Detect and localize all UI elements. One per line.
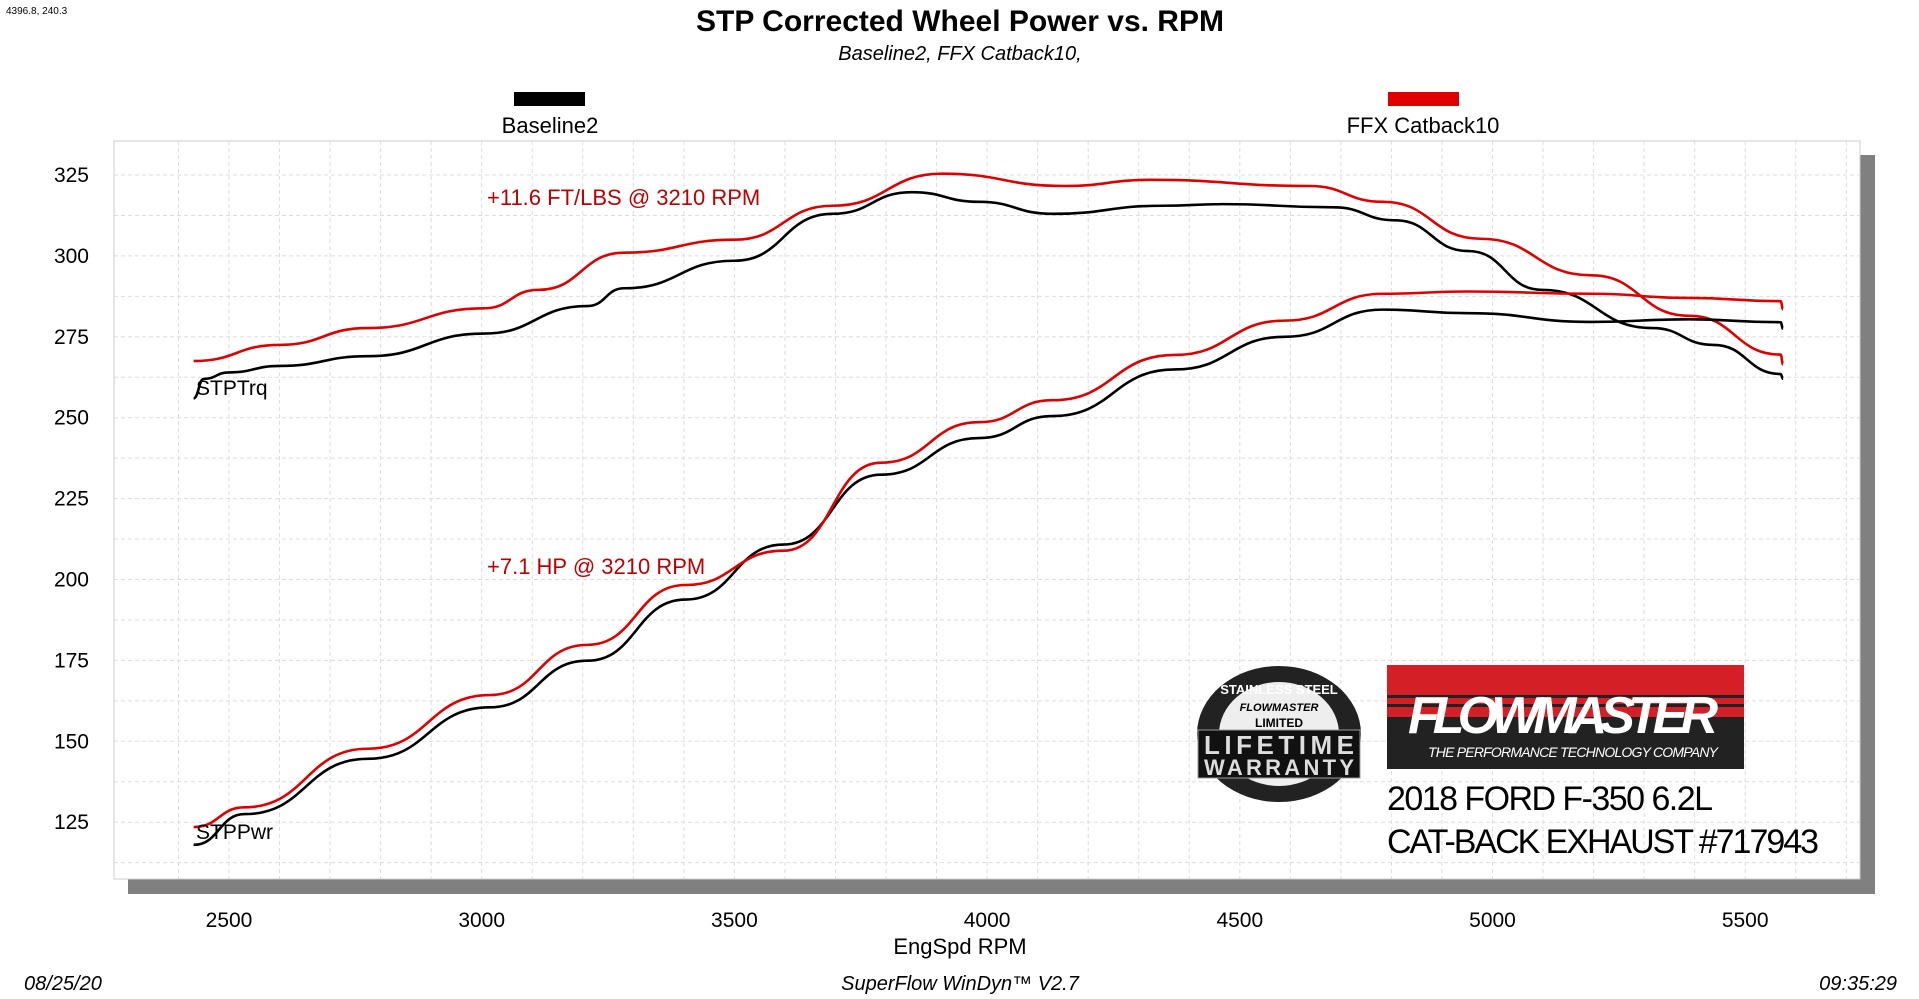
legend-label-baseline2: Baseline2 [502, 113, 599, 138]
x-tick-label: 5500 [1722, 909, 1769, 932]
legend-label-ffx: FFX Catback10 [1347, 113, 1500, 138]
x-tick-label: 2500 [206, 909, 253, 932]
x-tick-label: 4000 [964, 909, 1011, 932]
lifetime-warranty-badge: STAINLESS STEEL FLOWMASTER LIMITED LIFET… [1197, 666, 1361, 802]
x-tick-label: 3500 [711, 909, 758, 932]
chart-title: STP Corrected Wheel Power vs. RPM [696, 5, 1224, 38]
product-label: CAT-BACK EXHAUST #717943 [1387, 823, 1819, 861]
y-tick-label: 150 [54, 730, 89, 753]
svg-text:FLOWMASTER: FLOWMASTER [1240, 702, 1319, 714]
svg-text:FLOWMASTER: FLOWMASTER [1408, 687, 1718, 745]
series-line-stptrq-ffx-catback10 [193, 172, 1785, 366]
branding: STAINLESS STEEL FLOWMASTER LIMITED LIFET… [1197, 665, 1819, 861]
footer-time: 09:35:29 [1819, 973, 1897, 995]
svg-text:THE PERFORMANCE TECHNOLOGY COM: THE PERFORMANCE TECHNOLOGY COMPANY [1428, 744, 1720, 760]
torque-curve-label: STPTrq [196, 377, 268, 400]
x-tick-label: 3000 [458, 909, 505, 932]
cursor-readout: 4396.8, 240.3 [6, 6, 68, 17]
y-axis: 125 150 175 200 225 250 275 300 325 [54, 164, 89, 834]
y-tick-label: 225 [54, 488, 89, 511]
y-tick-label: 250 [54, 407, 89, 430]
footer-software: SuperFlow WinDyn™ V2.7 [841, 973, 1080, 995]
y-tick-label: 300 [54, 245, 89, 268]
power-curve-label: STPPwr [196, 821, 273, 844]
x-axis-label: EngSpd RPM [893, 934, 1026, 959]
legend-swatch-ffx [1388, 92, 1459, 106]
x-tick-label: 4500 [1216, 909, 1263, 932]
y-tick-label: 175 [54, 649, 89, 672]
torque-gain-annotation: +11.6 FT/LBS @ 3210 RPM [487, 185, 760, 210]
series-lines [193, 172, 1785, 847]
legend-swatch-baseline2 [514, 92, 585, 106]
y-tick-label: 325 [54, 164, 89, 187]
vehicle-label: 2018 FORD F-350 6.2L [1387, 780, 1713, 818]
y-tick-label: 275 [54, 326, 89, 349]
svg-text:STAINLESS STEEL: STAINLESS STEEL [1220, 682, 1338, 697]
flowmaster-logo: FLOWMASTER THE PERFORMANCE TECHNOLOGY CO… [1387, 665, 1744, 769]
footer-date: 08/25/20 [24, 973, 102, 995]
y-tick-label: 125 [54, 811, 89, 834]
svg-text:LIFETIME: LIFETIME [1204, 730, 1354, 760]
grid [114, 141, 1860, 879]
legend: Baseline2 FFX Catback10 [502, 92, 1500, 138]
chart-subtitle: Baseline2, FFX Catback10, [838, 43, 1081, 65]
svg-text:LIMITED: LIMITED [1255, 716, 1303, 730]
x-axis: 2500 3000 3500 4000 4500 5000 5500 [206, 909, 1769, 932]
x-tick-label: 5000 [1469, 909, 1516, 932]
power-gain-annotation: +7.1 HP @ 3210 RPM [487, 554, 705, 579]
y-tick-label: 200 [54, 569, 89, 592]
series-line-stppwr-ffx-catback10 [193, 290, 1785, 829]
svg-text:WARRANTY: WARRANTY [1204, 755, 1354, 780]
series-line-stppwr-baseline2 [193, 308, 1784, 847]
